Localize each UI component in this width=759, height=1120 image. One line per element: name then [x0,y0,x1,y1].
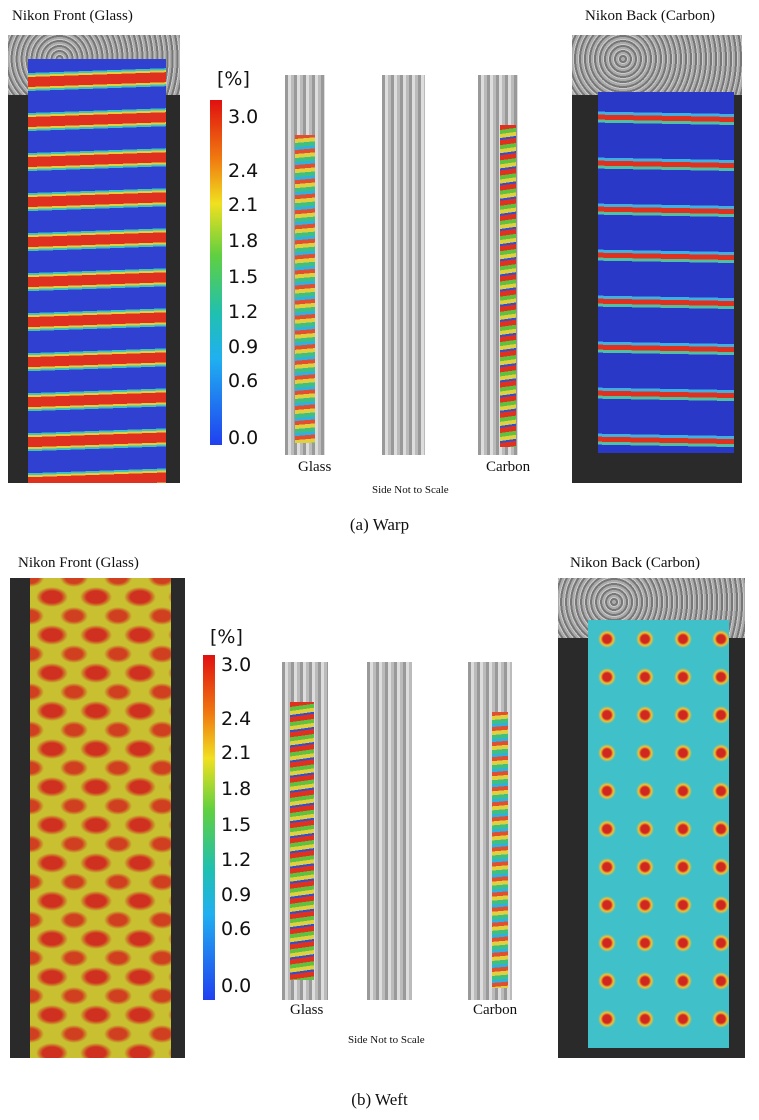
caption: (b) Weft [0,1090,759,1110]
scale-label: 1.8 [221,778,251,800]
side-label: Glass [290,1002,323,1019]
side-image-glass [285,75,325,455]
scale-label: 2.1 [228,194,258,216]
side-label: Carbon [486,459,530,476]
scale-label: 3.0 [228,106,258,128]
side-image-middle [382,75,425,455]
front-image [8,35,180,483]
colorbar [203,655,215,1000]
scale-label: 1.2 [228,301,258,323]
page: Nikon Front (Glass) Nikon Back (Carbon) … [0,0,759,1120]
scale-label: 0.9 [221,884,251,906]
side-note: Side Not to Scale [348,1034,425,1046]
side-note: Side Not to Scale [372,484,449,496]
colorbar [210,100,222,445]
scale-label: 0.6 [221,918,251,940]
side-label: Carbon [473,1002,517,1019]
scale-label: 1.5 [228,266,258,288]
front-label: Nikon Front (Glass) [18,555,139,572]
scale-label: 0.0 [221,975,251,997]
side-image-carbon [478,75,518,455]
side-image-carbon [468,662,512,1000]
scale-label: 2.4 [221,708,251,730]
back-image [558,578,745,1058]
scale-label: 2.1 [221,742,251,764]
side-image-middle [367,662,412,1000]
scale-label: 1.2 [221,849,251,871]
scale-label: 0.0 [228,427,258,449]
back-label: Nikon Back (Carbon) [570,555,700,572]
front-image [10,578,185,1058]
side-image-glass [282,662,328,1000]
scale-label: 1.5 [221,814,251,836]
scale-label: 0.9 [228,336,258,358]
caption: (a) Warp [0,515,759,535]
front-label: Nikon Front (Glass) [12,8,133,25]
scale-label: 2.4 [228,160,258,182]
scale-title: [%] [217,68,250,90]
back-image [572,35,742,483]
back-label: Nikon Back (Carbon) [585,8,715,25]
scale-label: 1.8 [228,230,258,252]
scale-title: [%] [210,626,243,648]
scale-label: 3.0 [221,654,251,676]
scale-label: 0.6 [228,370,258,392]
side-label: Glass [298,459,331,476]
